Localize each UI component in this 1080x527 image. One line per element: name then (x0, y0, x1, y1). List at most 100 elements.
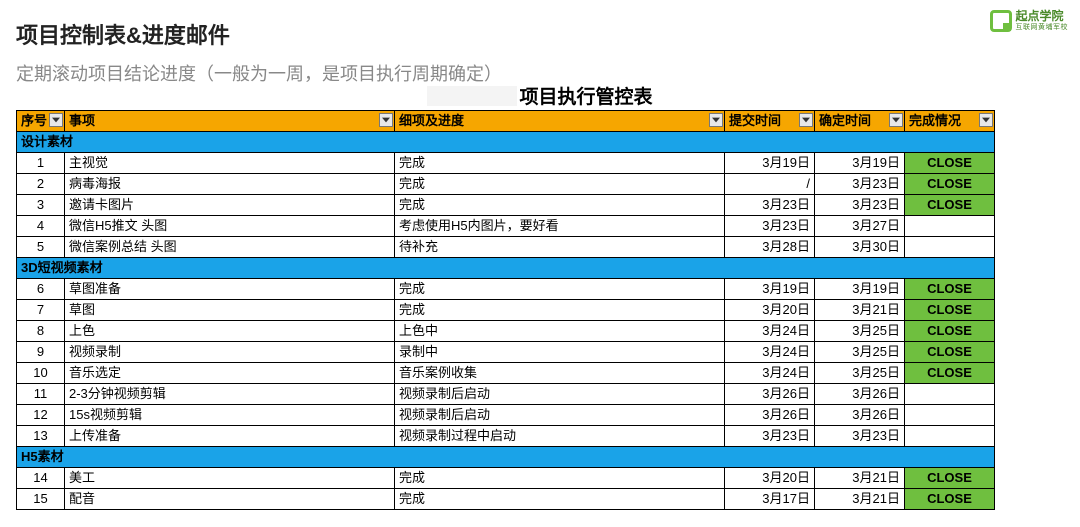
cell-item[interactable]: 2-3分钟视频剪辑 (65, 384, 395, 405)
col-header-item[interactable]: 事项 (65, 111, 395, 132)
cell-submit[interactable]: 3月17日 (725, 489, 815, 510)
cell-confirm[interactable]: 3月26日 (815, 405, 905, 426)
cell-detail[interactable]: 考虑使用H5内图片，要好看 (395, 216, 725, 237)
cell-seq[interactable]: 6 (17, 279, 65, 300)
cell-detail[interactable]: 录制中 (395, 342, 725, 363)
cell-detail[interactable]: 视频录制后启动 (395, 405, 725, 426)
cell-submit[interactable]: 3月23日 (725, 195, 815, 216)
cell-seq[interactable]: 2 (17, 174, 65, 195)
cell-detail[interactable]: 完成 (395, 195, 725, 216)
cell-item[interactable]: 美工 (65, 468, 395, 489)
cell-status[interactable]: CLOSE (905, 174, 995, 195)
cell-item[interactable]: 上色 (65, 321, 395, 342)
cell-status[interactable]: CLOSE (905, 153, 995, 174)
cell-seq[interactable]: 10 (17, 363, 65, 384)
col-header-status[interactable]: 完成情况 (905, 111, 995, 132)
cell-item[interactable]: 微信H5推文 头图 (65, 216, 395, 237)
cell-confirm[interactable]: 3月21日 (815, 468, 905, 489)
cell-seq[interactable]: 3 (17, 195, 65, 216)
cell-detail[interactable]: 完成 (395, 489, 725, 510)
cell-confirm[interactable]: 3月21日 (815, 300, 905, 321)
cell-item[interactable]: 视频录制 (65, 342, 395, 363)
cell-status[interactable] (905, 426, 995, 447)
cell-detail[interactable]: 完成 (395, 174, 725, 195)
cell-submit[interactable]: 3月20日 (725, 468, 815, 489)
cell-status[interactable]: CLOSE (905, 279, 995, 300)
cell-confirm[interactable]: 3月25日 (815, 342, 905, 363)
cell-status[interactable]: CLOSE (905, 321, 995, 342)
cell-seq[interactable]: 14 (17, 468, 65, 489)
cell-confirm[interactable]: 3月21日 (815, 489, 905, 510)
cell-detail[interactable]: 完成 (395, 279, 725, 300)
cell-seq[interactable]: 5 (17, 237, 65, 258)
cell-status[interactable] (905, 405, 995, 426)
cell-status[interactable]: CLOSE (905, 195, 995, 216)
cell-status[interactable]: CLOSE (905, 300, 995, 321)
cell-submit[interactable]: 3月23日 (725, 216, 815, 237)
cell-submit[interactable]: 3月28日 (725, 237, 815, 258)
cell-seq[interactable]: 8 (17, 321, 65, 342)
cell-seq[interactable]: 7 (17, 300, 65, 321)
cell-status[interactable]: CLOSE (905, 363, 995, 384)
cell-detail[interactable]: 完成 (395, 300, 725, 321)
cell-submit[interactable]: 3月24日 (725, 321, 815, 342)
cell-item[interactable]: 草图准备 (65, 279, 395, 300)
cell-item[interactable]: 病毒海报 (65, 174, 395, 195)
cell-item[interactable]: 微信案例总结 头图 (65, 237, 395, 258)
cell-seq[interactable]: 1 (17, 153, 65, 174)
cell-detail[interactable]: 上色中 (395, 321, 725, 342)
cell-detail[interactable]: 视频录制后启动 (395, 384, 725, 405)
col-header-submit[interactable]: 提交时间 (725, 111, 815, 132)
col-header-detail[interactable]: 细项及进度 (395, 111, 725, 132)
filter-icon[interactable] (49, 113, 63, 127)
cell-seq[interactable]: 4 (17, 216, 65, 237)
filter-icon[interactable] (379, 113, 393, 127)
cell-submit[interactable]: 3月23日 (725, 426, 815, 447)
cell-confirm[interactable]: 3月19日 (815, 153, 905, 174)
cell-seq[interactable]: 13 (17, 426, 65, 447)
cell-item[interactable]: 草图 (65, 300, 395, 321)
filter-icon[interactable] (709, 113, 723, 127)
cell-seq[interactable]: 15 (17, 489, 65, 510)
cell-submit[interactable]: 3月26日 (725, 405, 815, 426)
cell-seq[interactable]: 9 (17, 342, 65, 363)
cell-submit[interactable]: / (725, 174, 815, 195)
cell-detail[interactable]: 完成 (395, 468, 725, 489)
cell-item[interactable]: 配音 (65, 489, 395, 510)
filter-icon[interactable] (799, 113, 813, 127)
cell-confirm[interactable]: 3月25日 (815, 321, 905, 342)
cell-item[interactable]: 音乐选定 (65, 363, 395, 384)
cell-submit[interactable]: 3月24日 (725, 342, 815, 363)
cell-submit[interactable]: 3月26日 (725, 384, 815, 405)
cell-confirm[interactable]: 3月19日 (815, 279, 905, 300)
cell-confirm[interactable]: 3月25日 (815, 363, 905, 384)
cell-submit[interactable]: 3月19日 (725, 279, 815, 300)
filter-icon[interactable] (979, 113, 993, 127)
cell-confirm[interactable]: 3月27日 (815, 216, 905, 237)
cell-status[interactable] (905, 216, 995, 237)
cell-status[interactable]: CLOSE (905, 489, 995, 510)
cell-detail[interactable]: 待补充 (395, 237, 725, 258)
cell-confirm[interactable]: 3月23日 (815, 426, 905, 447)
cell-detail[interactable]: 音乐案例收集 (395, 363, 725, 384)
cell-seq[interactable]: 11 (17, 384, 65, 405)
cell-item[interactable]: 上传准备 (65, 426, 395, 447)
cell-item[interactable]: 主视觉 (65, 153, 395, 174)
cell-item[interactable]: 邀请卡图片 (65, 195, 395, 216)
cell-item[interactable]: 15s视频剪辑 (65, 405, 395, 426)
cell-submit[interactable]: 3月20日 (725, 300, 815, 321)
cell-confirm[interactable]: 3月23日 (815, 195, 905, 216)
cell-submit[interactable]: 3月24日 (725, 363, 815, 384)
cell-status[interactable] (905, 237, 995, 258)
cell-status[interactable] (905, 384, 995, 405)
cell-detail[interactable]: 视频录制过程中启动 (395, 426, 725, 447)
cell-confirm[interactable]: 3月23日 (815, 174, 905, 195)
cell-submit[interactable]: 3月19日 (725, 153, 815, 174)
col-header-confirm[interactable]: 确定时间 (815, 111, 905, 132)
cell-detail[interactable]: 完成 (395, 153, 725, 174)
cell-status[interactable]: CLOSE (905, 468, 995, 489)
filter-icon[interactable] (889, 113, 903, 127)
cell-seq[interactable]: 12 (17, 405, 65, 426)
cell-confirm[interactable]: 3月30日 (815, 237, 905, 258)
col-header-seq[interactable]: 序号 (17, 111, 65, 132)
